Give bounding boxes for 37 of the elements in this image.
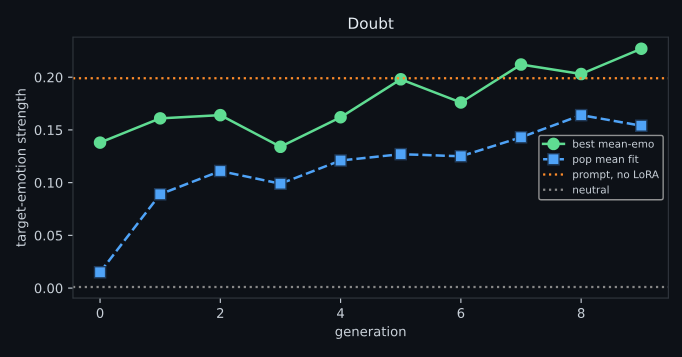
y-tick-label: 0.20 — [34, 72, 62, 82]
x-tick-label: 4 — [337, 308, 344, 318]
point — [574, 108, 588, 122]
x-axis-title: generation — [336, 326, 406, 339]
point — [274, 177, 287, 190]
point — [334, 111, 347, 124]
y-tick-label: 0.00 — [34, 283, 62, 294]
point — [635, 42, 648, 55]
point — [154, 112, 166, 125]
point — [94, 266, 106, 279]
point — [94, 136, 106, 149]
legend-label: prompt, no LoRA — [573, 170, 659, 180]
point — [574, 68, 588, 80]
point — [514, 58, 528, 71]
chart-title: Doubt — [348, 17, 394, 30]
legend-label: pop mean fit — [573, 154, 638, 166]
x-tick-label: 6 — [458, 308, 464, 318]
legend-label: neutral — [573, 186, 609, 194]
y-axis-title: target-emotion strength — [16, 89, 28, 247]
legend-label: best mean-emo — [573, 140, 654, 148]
point — [454, 96, 468, 109]
point — [334, 154, 347, 167]
point — [274, 140, 287, 154]
point — [394, 73, 407, 86]
x-tick-label: 0 — [96, 308, 104, 318]
point — [394, 148, 407, 160]
point — [454, 150, 468, 163]
y-tick-label: 0.10 — [34, 178, 62, 188]
point — [154, 188, 166, 200]
point — [635, 119, 648, 132]
y-tick-label: 0.05 — [34, 230, 62, 241]
point — [214, 164, 227, 178]
point — [514, 131, 528, 144]
point — [214, 108, 227, 122]
x-tick-label: 8 — [578, 308, 584, 318]
y-tick-label: 0.15 — [34, 125, 62, 136]
x-tick-label: 2 — [217, 308, 224, 318]
